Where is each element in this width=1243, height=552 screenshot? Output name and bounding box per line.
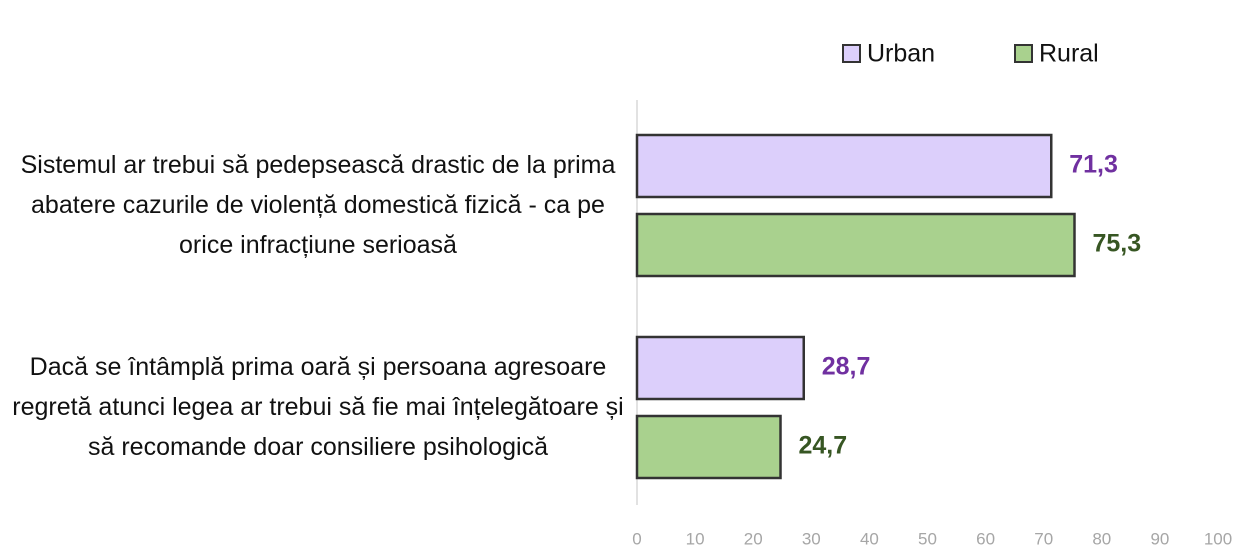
x-tick-label: 10 — [686, 529, 705, 548]
bar — [635, 414, 782, 480]
x-tick-label: 40 — [860, 529, 879, 548]
value-label: 75,3 — [1092, 230, 1141, 258]
legend-label: Rural — [1039, 40, 1099, 68]
value-label: 28,7 — [822, 353, 871, 381]
x-tick-label: 80 — [1092, 529, 1111, 548]
x-tick-label: 100 — [1204, 529, 1232, 548]
legend-swatch — [1014, 44, 1033, 63]
x-tick-label: 0 — [632, 529, 641, 548]
x-tick-label: 20 — [744, 529, 763, 548]
x-tick-label: 90 — [1150, 529, 1169, 548]
value-label: 24,7 — [799, 432, 848, 460]
bar — [635, 212, 1076, 278]
category-label: Dacă se întâmplă prima oară și persoana … — [12, 353, 624, 461]
legend-swatch — [842, 44, 861, 63]
x-tick-label: 50 — [918, 529, 937, 548]
bar — [635, 133, 1053, 199]
value-label: 71,3 — [1069, 151, 1118, 179]
category-label: Sistemul ar trebui să pedepsească drasti… — [20, 151, 616, 259]
x-tick-label: 70 — [1034, 529, 1053, 548]
bar — [635, 335, 805, 401]
x-tick-label: 60 — [976, 529, 995, 548]
legend-label: Urban — [867, 40, 935, 68]
x-tick-label: 30 — [802, 529, 821, 548]
